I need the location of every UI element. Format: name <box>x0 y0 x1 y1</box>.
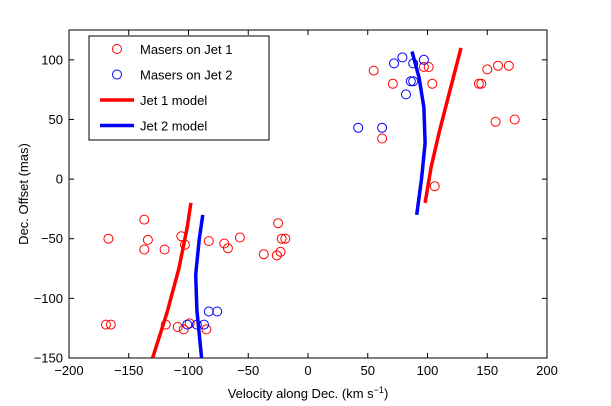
jet1-maser-point <box>493 60 503 71</box>
jet2-maser-point <box>408 76 419 87</box>
jet1-maser-point <box>476 78 487 89</box>
jet2-maser-point <box>397 52 408 63</box>
jet2-maser-point <box>408 58 419 69</box>
jet1-maser-point <box>105 319 116 330</box>
y-tick-label: −50 <box>41 231 63 246</box>
jet1-maser-point <box>377 133 388 144</box>
jet1-maser-point <box>201 324 212 335</box>
jet1-model-line-2 <box>423 47 463 204</box>
jet1-maser-point <box>423 62 434 72</box>
jet2-maser-point <box>212 306 223 317</box>
legend: Masers on Jet 1 Masers on Jet 2 Jet 1 mode… <box>88 35 270 141</box>
jet1-maser-point <box>203 236 214 247</box>
x-tick-label: 100 <box>417 363 439 378</box>
jet1-maser-point <box>429 181 440 192</box>
y-axis: −150 −100 −50 0 50 100 <box>34 52 547 366</box>
jet1-maser-point <box>101 319 111 330</box>
jet2-maser-point <box>182 319 193 330</box>
jet1-maser-point <box>172 322 183 332</box>
jet2-maser-point <box>199 319 209 330</box>
y-tick-label: 100 <box>41 52 63 67</box>
y-axis-label: Dec. Offset (mas) <box>16 143 31 245</box>
jet2-maser-point <box>389 58 399 69</box>
jet1-maser-point <box>176 231 187 242</box>
jet1-maser-point <box>159 244 170 255</box>
x-tick-label: 150 <box>476 363 498 378</box>
jet2-model-line-2 <box>410 51 427 216</box>
legend-marker <box>112 69 122 80</box>
y-tick-label: 50 <box>49 112 63 127</box>
jet1-maser-point <box>418 62 429 72</box>
x-axis-label-superscript: −1 <box>374 385 384 395</box>
x-tick-label: −150 <box>114 363 143 378</box>
jet1-maser-point <box>222 243 233 254</box>
jet1-maser-point <box>103 233 114 244</box>
x-axis: −200 −150 −100 −50 0 50 100 150 200 <box>54 30 558 378</box>
jet1-maser-point <box>258 249 269 260</box>
jet2-maser-point <box>405 76 416 87</box>
jet1-maser-point <box>276 233 287 244</box>
legend-label: Jet 2 model <box>140 119 207 134</box>
x-tick-label: 0 <box>304 363 311 378</box>
jet1-maser-point <box>179 239 190 250</box>
jet1-maser-point <box>273 218 284 229</box>
legend-label: Jet 1 model <box>140 93 207 108</box>
legend-label: Masers on Jet 1 <box>140 42 233 57</box>
jet1-maser-point <box>275 246 286 257</box>
jet1-maser-point <box>473 78 484 89</box>
legend-marker <box>112 44 122 54</box>
jet1-maser-point <box>271 250 282 261</box>
jet1-maser-point <box>368 65 379 76</box>
jet1-maser-point <box>490 116 501 127</box>
jet1-maser-point <box>280 233 291 244</box>
jet1-maser-point <box>509 114 520 125</box>
jet1-maser-point <box>427 78 438 89</box>
y-tick-label: −150 <box>34 351 63 366</box>
jet1-maser-point <box>234 232 245 243</box>
jet1-maser-point <box>139 214 150 225</box>
x-tick-label: 50 <box>361 363 375 378</box>
jet1-maser-point <box>142 234 153 245</box>
jet1-maser-point <box>482 64 493 75</box>
jet1-maser-point <box>184 318 195 329</box>
jet2-maser-point <box>377 122 388 133</box>
x-axis-label: Velocity along Dec. (km s−1) <box>228 385 389 401</box>
jet2-maser-point <box>191 319 202 330</box>
jet2-maser-point <box>353 122 364 133</box>
jet2-maser-point <box>401 89 411 100</box>
jet1-maser-point <box>387 78 398 89</box>
jet1-maser-point <box>503 60 514 71</box>
x-tick-label: −100 <box>174 363 203 378</box>
jet2-model-line-1 <box>193 214 205 358</box>
plot-series <box>101 47 520 358</box>
x-tick-label: 200 <box>536 363 558 378</box>
jet1-maser-point <box>160 319 171 330</box>
y-tick-label: 0 <box>56 172 63 187</box>
jet2-maser-point <box>418 54 429 65</box>
legend-label: Masers on Jet 2 <box>140 68 233 83</box>
jet2-maser-point <box>203 306 214 317</box>
x-tick-label: −200 <box>54 363 83 378</box>
x-tick-label: −50 <box>237 363 259 378</box>
jet1-maser-point <box>139 244 150 255</box>
y-tick-label: −100 <box>34 291 63 306</box>
